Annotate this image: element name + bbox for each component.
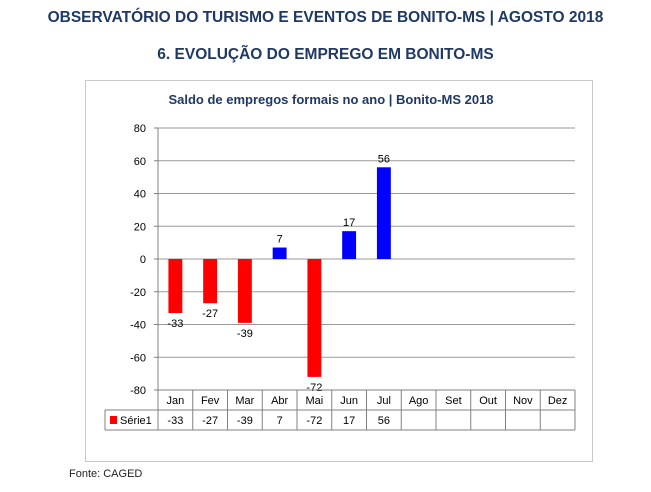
chart-title: Saldo de empregos formais no ano | Bonit…: [168, 92, 493, 107]
bar: [342, 231, 357, 259]
table-value: -27: [202, 415, 218, 427]
x-tick-label: Fev: [201, 395, 220, 407]
bar: [376, 167, 391, 259]
x-tick-label: Abr: [271, 395, 288, 407]
data-label: 56: [378, 153, 390, 165]
y-tick-label: -20: [130, 287, 146, 299]
table-value: 7: [277, 415, 283, 427]
x-tick-label: Dez: [548, 395, 568, 407]
table-value: 17: [343, 415, 355, 427]
y-tick-label: -80: [130, 385, 146, 397]
x-tick-label: Nov: [513, 395, 533, 407]
bar: [272, 247, 287, 259]
legend-key: [110, 416, 117, 424]
x-tick-label: Ago: [409, 395, 429, 407]
table-value: -33: [167, 415, 183, 427]
table-value: 56: [378, 415, 390, 427]
source-note: Fonte: CAGED: [69, 468, 143, 480]
x-tick-label: Jun: [340, 395, 358, 407]
y-tick-label: -60: [130, 352, 146, 364]
bar: [237, 259, 252, 323]
bar: [307, 259, 322, 377]
table-value: -72: [306, 415, 322, 427]
data-label: 7: [277, 234, 283, 246]
data-label: -33: [167, 318, 183, 330]
x-tick-label: Mar: [235, 395, 254, 407]
data-label: -39: [237, 328, 253, 340]
legend-label: Série1: [120, 415, 152, 427]
section-title: 6. EVOLUÇÃO DO EMPREGO EM BONITO-MS: [157, 46, 494, 63]
x-tick-label: Out: [479, 395, 497, 407]
x-tick-label: Set: [445, 395, 462, 407]
x-tick-label: Mai: [306, 395, 324, 407]
document-header: OBSERVATÓRIO DO TURISMO E EVENTOS DE BON…: [47, 9, 604, 26]
x-tick-label: Jul: [377, 395, 391, 407]
y-tick-label: -40: [130, 320, 146, 332]
data-label: -27: [202, 308, 218, 320]
data-label: 17: [343, 217, 355, 229]
table-value: -39: [237, 415, 253, 427]
bar: [203, 259, 218, 304]
x-tick-label: Jan: [167, 395, 185, 407]
y-tick-label: 0: [140, 254, 146, 266]
y-tick-label: 80: [134, 123, 146, 135]
data-label: -72: [306, 382, 322, 394]
bar: [168, 259, 183, 314]
y-tick-label: 60: [134, 156, 146, 168]
y-tick-label: 20: [134, 221, 146, 233]
y-tick-label: 40: [134, 189, 146, 201]
chart-frame: [85, 80, 593, 462]
